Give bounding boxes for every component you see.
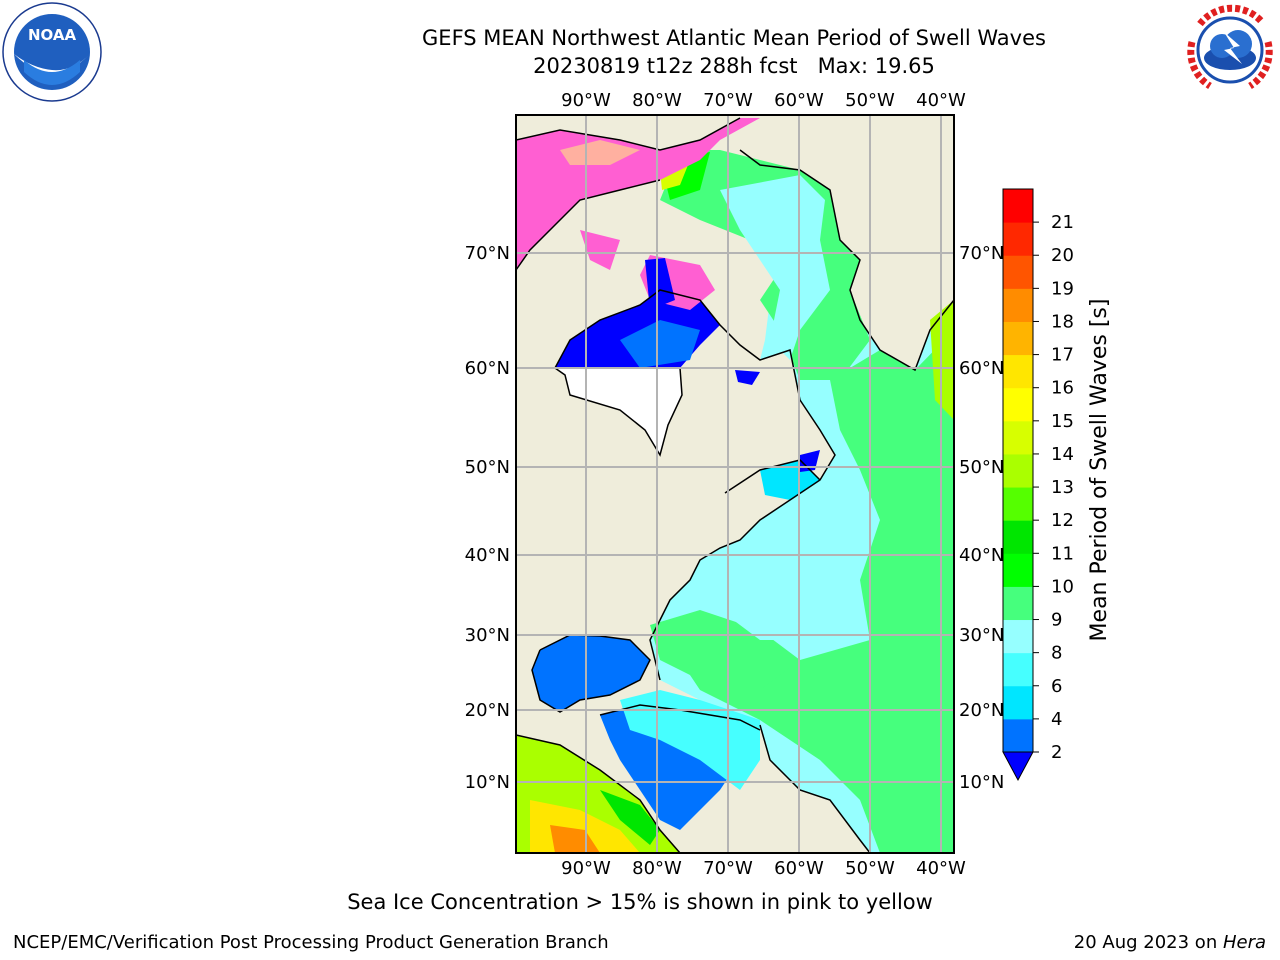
colorbar-segment [1003, 619, 1033, 654]
lat-label: 30°N [959, 625, 1004, 646]
colorbar-segment [1003, 354, 1033, 389]
lat-label: 10°N [959, 772, 1004, 793]
colorbar-segment [1003, 453, 1033, 488]
colorbar-tick-label: 12 [1051, 510, 1074, 531]
machine-name: Hera [1222, 932, 1266, 953]
nws-logo [1184, 4, 1276, 96]
colorbar-tick-label: 2 [1051, 742, 1062, 763]
lat-label: 60°N [959, 358, 1004, 379]
colorbar-segment [1003, 189, 1033, 223]
colorbar-frame [1002, 188, 1034, 752]
lon-label: 90°W [561, 90, 611, 111]
lon-label: 60°W [774, 858, 824, 879]
colorbar-label: Mean Period of Swell Waves [s] [1087, 299, 1112, 642]
lon-label: 80°W [632, 858, 682, 879]
colorbar-segment [1003, 420, 1033, 455]
lat-label: 10°N [465, 772, 510, 793]
lon-label: 40°W [916, 90, 966, 111]
map-frame [515, 114, 955, 854]
colorbar-tick-label: 21 [1051, 212, 1074, 233]
lat-label: 60°N [465, 358, 510, 379]
lat-label: 70°N [465, 243, 510, 264]
colorbar-tick-label: 13 [1051, 477, 1074, 498]
date-text: 20 Aug 2023 on [1073, 932, 1223, 953]
colorbar-tick-label: 8 [1051, 643, 1062, 664]
lon-label: 70°W [703, 90, 753, 111]
noaa-logo: NOAA [2, 2, 102, 102]
lat-label: 30°N [465, 625, 510, 646]
colorbar-tick-label: 14 [1051, 444, 1074, 465]
swell-9-10s-region [680, 330, 954, 853]
colorbar-segment [1003, 718, 1033, 753]
colorbar-ticks: 2 4 6 8 9 10 11 12 13 14 15 16 17 18 19 20 21 [1033, 212, 1074, 763]
lon-label: 60°W [774, 90, 824, 111]
lat-label: 20°N [959, 700, 1004, 721]
lat-label: 70°N [959, 243, 1004, 264]
colorbar-tick-label: 4 [1051, 709, 1062, 730]
colorbar-segment [1003, 387, 1033, 422]
chart-subtitle: 20230819 t12z 288h fcst Max: 19.65 [533, 54, 935, 78]
lon-labels-bottom: 90°W 80°W 70°W 60°W 50°W 40°W [561, 858, 966, 879]
colorbar-extension [1002, 751, 1034, 782]
credit-line: NCEP/EMC/Verification Post Processing Pr… [13, 932, 609, 953]
colorbar-tick-label: 15 [1051, 411, 1074, 432]
colorbar [1002, 188, 1034, 782]
lat-label: 50°N [465, 457, 510, 478]
colorbar-tick-label: 11 [1051, 543, 1074, 564]
colorbar-segment [1003, 553, 1033, 587]
lat-label: 50°N [959, 457, 1004, 478]
colorbar-tick-label: 10 [1051, 576, 1074, 597]
lat-label: 40°N [959, 545, 1004, 566]
noaa-logo-text: NOAA [28, 26, 77, 44]
colorbar-segment [1003, 586, 1033, 621]
lat-label: 40°N [465, 545, 510, 566]
lat-labels-right: 70°N 60°N 50°N 40°N 30°N 20°N 10°N [959, 243, 1004, 793]
colorbar-tick-label: 18 [1051, 311, 1074, 332]
lon-label: 50°W [845, 858, 895, 879]
sea-ice-note: Sea Ice Concentration > 15% is shown in … [347, 890, 933, 914]
colorbar-tick-label: 19 [1051, 278, 1074, 299]
colorbar-tick-label: 16 [1051, 378, 1074, 399]
colorbar-segment [1003, 520, 1033, 554]
colorbar-segment [1003, 321, 1033, 356]
lat-label: 20°N [465, 700, 510, 721]
lat-labels-left: 70°N 60°N 50°N 40°N 30°N 20°N 10°N [465, 243, 510, 793]
colorbar-segment [1003, 685, 1033, 720]
date-line: 20 Aug 2023 on Hera [1074, 932, 1266, 953]
colorbar-tick-label: 17 [1051, 345, 1074, 366]
lon-label: 40°W [916, 858, 966, 879]
chart-title: GEFS MEAN Northwest Atlantic Mean Period… [422, 26, 1046, 50]
colorbar-tick-label: 9 [1051, 610, 1062, 631]
lon-label: 90°W [561, 858, 611, 879]
colorbar-tick-label: 6 [1051, 676, 1062, 697]
colorbar-segment [1003, 222, 1033, 256]
colorbar-tick-label: 20 [1051, 245, 1074, 266]
lon-label: 70°W [703, 858, 753, 879]
colorbar-segment [1003, 288, 1033, 322]
lon-label: 80°W [632, 90, 682, 111]
lon-label: 50°W [845, 90, 895, 111]
gulf-of-mexico [532, 635, 650, 712]
colorbar-segment [1003, 255, 1033, 289]
colorbar-segment [1003, 487, 1033, 521]
colorbar-segment [1003, 652, 1033, 687]
graticule [516, 115, 954, 853]
lon-labels-top: 90°W 80°W 70°W 60°W 50°W 40°W [561, 90, 966, 111]
